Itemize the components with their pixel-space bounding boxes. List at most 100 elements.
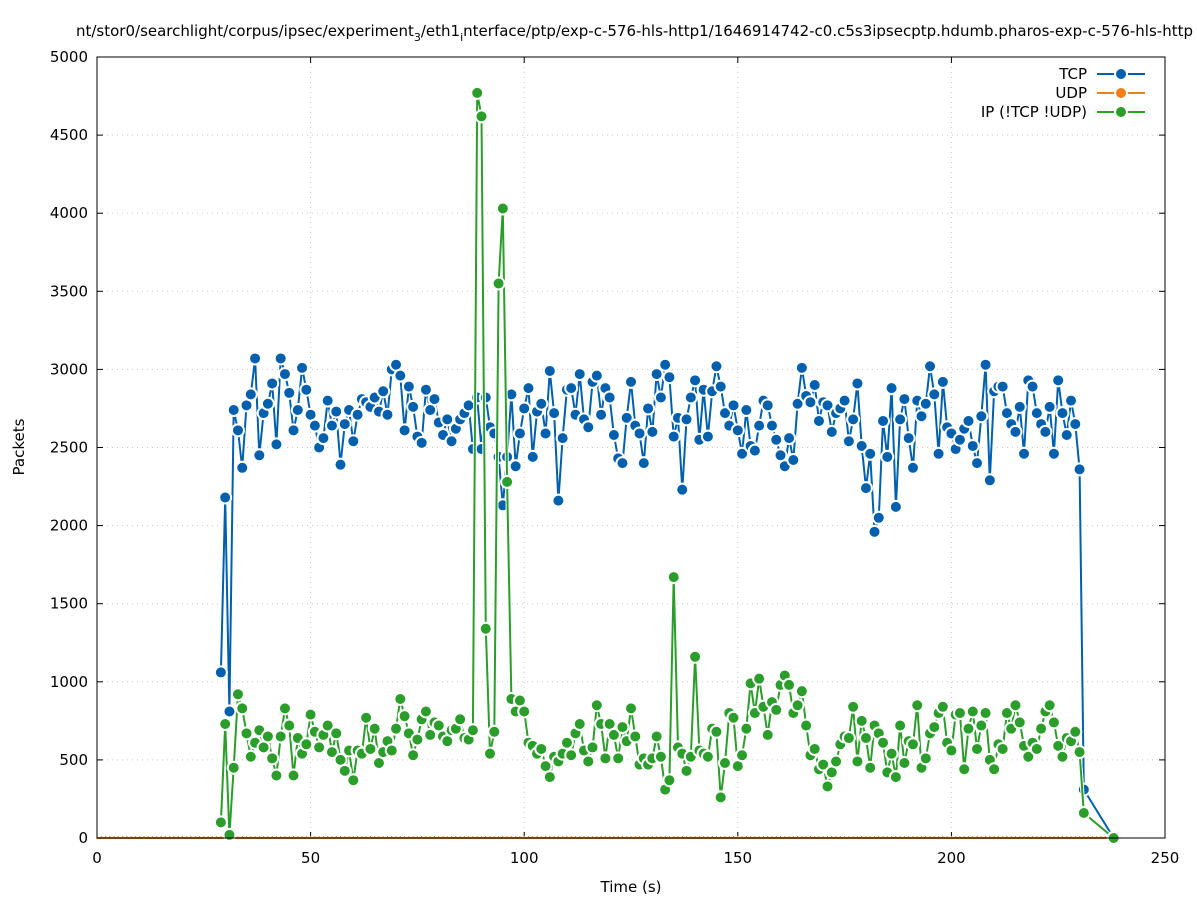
data-point <box>653 390 668 405</box>
data-point <box>893 718 908 733</box>
data-point <box>884 381 899 396</box>
data-point <box>799 718 814 733</box>
data-point <box>636 456 651 471</box>
data-point <box>329 404 344 419</box>
legend-marker <box>1114 67 1128 81</box>
data-point <box>957 762 972 777</box>
data-point <box>495 201 510 216</box>
data-point <box>589 368 604 383</box>
data-point <box>807 378 822 393</box>
data-point <box>807 741 822 756</box>
title-subscript: i <box>460 31 463 44</box>
data-point <box>735 446 750 461</box>
data-point <box>820 398 835 413</box>
data-point <box>927 720 942 735</box>
data-point <box>1029 741 1044 756</box>
data-point <box>1064 393 1079 408</box>
data-point <box>970 741 985 756</box>
data-point <box>867 524 882 539</box>
data-point <box>641 401 656 416</box>
data-point <box>299 737 314 752</box>
title-part: nterface/ptp/exp-c-576-hls-http1/1646914… <box>463 22 1193 40</box>
data-point <box>418 382 433 397</box>
data-point <box>547 406 562 421</box>
data-point <box>346 434 361 449</box>
data-point <box>525 449 540 464</box>
data-point <box>1017 446 1032 461</box>
data-point <box>645 424 660 439</box>
data-point <box>265 751 280 766</box>
data-point <box>658 357 673 372</box>
data-point <box>337 763 352 778</box>
data-point <box>282 385 297 400</box>
data-point <box>534 396 549 411</box>
title-part: nt/stor0/searchlight/corpus/ipsec/experi… <box>76 22 414 40</box>
data-point <box>598 751 613 766</box>
data-point <box>752 671 767 686</box>
data-point <box>1072 745 1087 760</box>
data-point <box>841 731 856 746</box>
data-point <box>927 387 942 402</box>
data-point <box>320 393 335 408</box>
data-point <box>273 351 288 366</box>
data-point <box>829 754 844 769</box>
data-point <box>277 701 292 716</box>
data-point <box>401 379 416 394</box>
plot-border <box>96 56 1166 839</box>
data-point <box>521 381 536 396</box>
data-point <box>876 735 891 750</box>
data-point <box>487 724 502 739</box>
data-point <box>239 726 254 741</box>
data-point <box>974 409 989 424</box>
x-tick-label: 0 <box>92 849 102 867</box>
data-point <box>380 407 395 422</box>
data-point <box>1055 406 1070 421</box>
data-point <box>606 428 621 443</box>
data-point <box>987 762 1002 777</box>
data-point <box>248 351 263 366</box>
y-tick-label: 2500 <box>50 439 88 457</box>
data-point <box>397 709 412 724</box>
data-point <box>820 779 835 794</box>
data-point <box>764 418 779 433</box>
data-point <box>837 393 852 408</box>
data-point <box>850 754 865 769</box>
data-point <box>961 721 976 736</box>
data-point <box>589 698 604 713</box>
data-point <box>1038 424 1053 439</box>
data-point <box>688 373 703 388</box>
data-point <box>914 409 929 424</box>
y-tick-label: 5000 <box>50 48 88 66</box>
x-tick-label: 150 <box>723 849 752 867</box>
data-point <box>782 677 797 692</box>
data-point <box>615 720 630 735</box>
y-tick-label: 2000 <box>50 517 88 535</box>
data-point <box>683 390 698 405</box>
axes: 0500100015002000250030003500400045005000… <box>50 48 1180 867</box>
data-point <box>752 418 767 433</box>
data-point <box>700 749 715 764</box>
y-tick-label: 4000 <box>50 204 88 222</box>
y-tick-label: 1000 <box>50 673 88 691</box>
x-tick-label: 50 <box>301 849 320 867</box>
data-point <box>803 395 818 410</box>
data-point <box>649 729 664 744</box>
data-point <box>888 770 903 785</box>
y-tick-label: 3500 <box>50 282 88 300</box>
data-point <box>517 401 532 416</box>
legend-marker <box>1114 86 1128 100</box>
data-point <box>1072 462 1087 477</box>
data-point <box>453 712 468 727</box>
data-point <box>824 424 839 439</box>
data-point <box>1012 399 1027 414</box>
data-point <box>1076 806 1091 821</box>
data-point <box>858 731 873 746</box>
data-point <box>346 773 361 788</box>
data-point <box>653 749 668 764</box>
data-point <box>333 457 348 472</box>
data-point <box>794 684 809 699</box>
data-point <box>222 827 237 842</box>
data-point <box>854 438 869 453</box>
data-point <box>470 85 485 100</box>
